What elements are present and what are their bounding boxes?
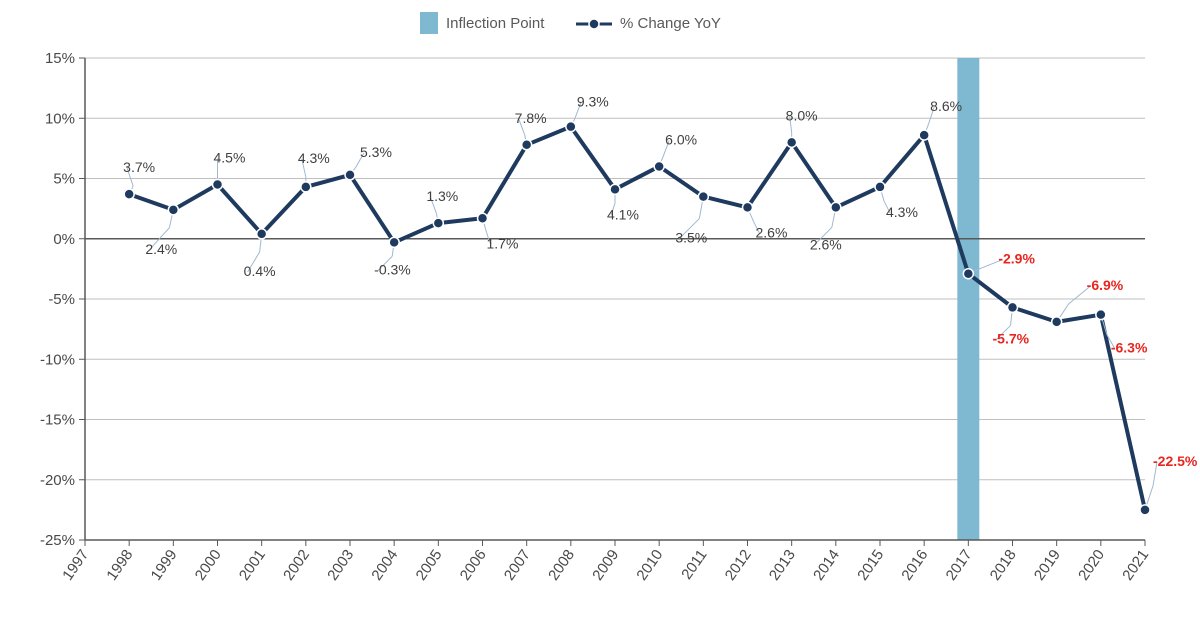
data-marker [301,182,311,192]
data-label: 8.6% [930,98,962,114]
data-marker [1008,302,1018,312]
legend-swatch-inflection [420,12,438,34]
data-marker [257,229,267,239]
data-label: 2.6% [756,224,788,240]
data-label: 4.3% [886,204,918,220]
line-chart: Inflection Point % Change YoY -25% -20% -15%… [0,0,1200,620]
data-label: 2.4% [145,241,177,257]
data-label: 4.3% [298,150,330,166]
data-marker [168,205,178,215]
data-label: 4.5% [214,150,246,166]
y-tick-label: 0% [53,231,75,248]
data-label: 3.7% [123,159,155,175]
data-label: 3.5% [675,230,707,246]
data-label: 6.0% [665,131,697,147]
data-label: 1.7% [487,235,519,251]
data-marker [654,161,664,171]
y-tick-label: 5% [53,171,75,188]
data-marker [743,202,753,212]
data-label: -5.7% [993,330,1030,346]
data-marker [213,180,223,190]
data-label: -22.5% [1153,453,1198,469]
data-label: -0.3% [374,261,411,277]
data-label: -2.9% [998,251,1035,267]
y-tick-label: -15% [40,412,75,429]
data-marker [478,213,488,223]
data-label: 5.3% [360,144,392,160]
data-label: 9.3% [577,94,609,110]
y-tick-label: -10% [40,351,75,368]
data-marker [566,122,576,132]
legend-label-series: % Change YoY [620,15,721,32]
y-tick-label: -5% [48,291,75,308]
data-label: -6.9% [1087,277,1124,293]
data-label: 4.1% [607,206,639,222]
data-marker [389,237,399,247]
data-label: 2.6% [810,236,842,252]
data-marker [875,182,885,192]
data-marker [345,170,355,180]
data-marker [433,218,443,228]
data-label: 0.4% [244,263,276,279]
legend-label-inflection: Inflection Point [446,15,545,32]
data-marker [124,189,134,199]
data-label: 1.3% [426,188,458,204]
data-marker [919,130,929,140]
data-label: 8.0% [786,107,818,123]
data-marker [1140,505,1150,515]
data-label: -6.3% [1111,340,1148,356]
data-marker [787,137,797,147]
y-tick-label: 10% [45,110,75,127]
data-marker [1052,317,1062,327]
data-marker [963,269,973,279]
data-marker [610,184,620,194]
data-label: 7.8% [515,110,547,126]
y-tick-label: -25% [40,532,75,549]
data-marker [698,192,708,202]
y-tick-label: -20% [40,472,75,489]
y-tick-label: 15% [45,50,75,67]
data-marker [1096,310,1106,320]
legend-marker [589,19,599,29]
data-marker [831,202,841,212]
inflection-band [957,58,979,540]
chart-container: Inflection Point % Change YoY -25% -20% -15%… [0,0,1200,620]
data-marker [522,140,532,150]
